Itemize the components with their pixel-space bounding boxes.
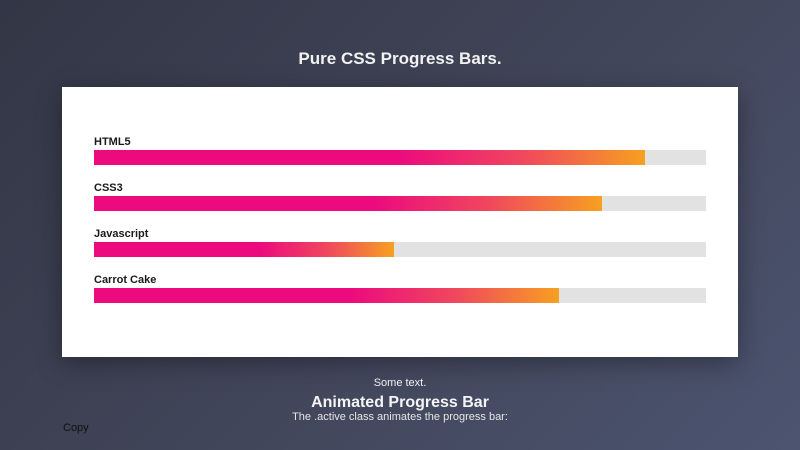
progress-track [94, 242, 706, 257]
skill-html5: HTML5 [94, 136, 706, 165]
progress-fill [94, 288, 560, 303]
skill-css3: CSS3 [94, 182, 706, 211]
section-description: The .active class animates the progress … [292, 411, 508, 423]
progress-track [94, 288, 706, 303]
skill-label: Javascript [94, 228, 149, 240]
progress-card: HTML5 CSS3 Javascript Carrot Cake [62, 87, 738, 357]
page-title: Pure CSS Progress Bars. [298, 49, 502, 68]
skill-javascript: Javascript [94, 228, 706, 257]
skill-label: Carrot Cake [94, 274, 157, 286]
skill-carrot-cake: Carrot Cake [94, 274, 706, 303]
progress-fill [94, 196, 602, 211]
skill-label: CSS3 [94, 182, 123, 194]
progress-track [94, 196, 706, 211]
copy-button[interactable]: Copy [63, 422, 89, 434]
progress-track [94, 150, 706, 165]
progress-fill [94, 242, 394, 257]
section-heading: Animated Progress Bar [311, 394, 489, 411]
some-text: Some text. [373, 377, 427, 389]
skill-label: HTML5 [94, 136, 131, 148]
progress-fill [94, 150, 645, 165]
